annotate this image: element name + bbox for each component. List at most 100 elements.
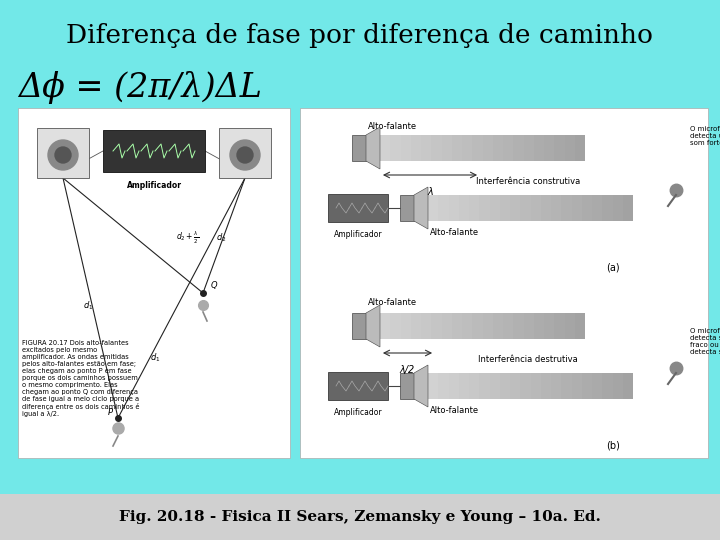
- FancyBboxPatch shape: [441, 313, 451, 339]
- FancyBboxPatch shape: [328, 372, 388, 400]
- FancyBboxPatch shape: [438, 373, 449, 399]
- FancyBboxPatch shape: [544, 135, 554, 161]
- FancyBboxPatch shape: [352, 313, 366, 339]
- Text: Alto-falante: Alto-falante: [368, 122, 417, 131]
- Text: Alto-falante: Alto-falante: [430, 228, 479, 237]
- FancyBboxPatch shape: [541, 195, 551, 221]
- FancyBboxPatch shape: [613, 373, 623, 399]
- FancyBboxPatch shape: [103, 130, 205, 172]
- Text: $d_2+\frac{\lambda}{2}$: $d_2+\frac{\lambda}{2}$: [176, 230, 199, 246]
- FancyBboxPatch shape: [513, 135, 523, 161]
- FancyBboxPatch shape: [492, 313, 503, 339]
- Text: $d_1$: $d_1$: [83, 299, 93, 312]
- FancyBboxPatch shape: [503, 135, 513, 161]
- FancyBboxPatch shape: [469, 195, 480, 221]
- Text: Q: Q: [211, 281, 217, 290]
- FancyBboxPatch shape: [0, 494, 720, 540]
- FancyBboxPatch shape: [575, 135, 585, 161]
- FancyBboxPatch shape: [490, 195, 500, 221]
- FancyBboxPatch shape: [582, 195, 592, 221]
- Text: Interferência destrutiva: Interferência destrutiva: [478, 355, 578, 364]
- FancyBboxPatch shape: [410, 135, 421, 161]
- FancyBboxPatch shape: [472, 313, 482, 339]
- FancyBboxPatch shape: [551, 195, 562, 221]
- Text: Amplificador: Amplificador: [333, 408, 382, 417]
- FancyBboxPatch shape: [592, 195, 602, 221]
- FancyBboxPatch shape: [441, 135, 451, 161]
- FancyBboxPatch shape: [421, 135, 431, 161]
- FancyBboxPatch shape: [523, 313, 534, 339]
- FancyBboxPatch shape: [431, 135, 441, 161]
- FancyBboxPatch shape: [592, 373, 602, 399]
- FancyBboxPatch shape: [480, 195, 490, 221]
- FancyBboxPatch shape: [438, 195, 449, 221]
- Text: $d_2$: $d_2$: [216, 232, 226, 244]
- FancyBboxPatch shape: [572, 195, 582, 221]
- FancyBboxPatch shape: [400, 195, 414, 221]
- FancyBboxPatch shape: [451, 135, 462, 161]
- FancyBboxPatch shape: [544, 313, 554, 339]
- FancyBboxPatch shape: [572, 373, 582, 399]
- FancyBboxPatch shape: [428, 195, 438, 221]
- FancyBboxPatch shape: [459, 373, 469, 399]
- FancyBboxPatch shape: [510, 373, 521, 399]
- FancyBboxPatch shape: [352, 135, 366, 161]
- Circle shape: [48, 140, 78, 170]
- Text: Fig. 20.18 - Fisica II Sears, Zemansky e Young – 10a. Ed.: Fig. 20.18 - Fisica II Sears, Zemansky e…: [119, 510, 601, 524]
- FancyBboxPatch shape: [449, 195, 459, 221]
- FancyBboxPatch shape: [451, 313, 462, 339]
- FancyBboxPatch shape: [623, 195, 633, 221]
- Polygon shape: [366, 305, 380, 347]
- FancyBboxPatch shape: [554, 313, 564, 339]
- FancyBboxPatch shape: [575, 313, 585, 339]
- Text: Interferência construtiva: Interferência construtiva: [476, 178, 580, 186]
- FancyBboxPatch shape: [37, 128, 89, 178]
- FancyBboxPatch shape: [480, 373, 490, 399]
- Circle shape: [230, 140, 260, 170]
- Text: Amplificador: Amplificador: [333, 230, 382, 239]
- Text: (b): (b): [606, 441, 620, 451]
- FancyBboxPatch shape: [510, 195, 521, 221]
- FancyBboxPatch shape: [472, 135, 482, 161]
- FancyBboxPatch shape: [564, 135, 575, 161]
- FancyBboxPatch shape: [534, 313, 544, 339]
- FancyBboxPatch shape: [482, 135, 492, 161]
- Polygon shape: [414, 365, 428, 407]
- FancyBboxPatch shape: [400, 313, 410, 339]
- FancyBboxPatch shape: [459, 195, 469, 221]
- FancyBboxPatch shape: [551, 373, 562, 399]
- Text: Amplificador: Amplificador: [127, 181, 181, 190]
- FancyBboxPatch shape: [623, 373, 633, 399]
- FancyBboxPatch shape: [431, 313, 441, 339]
- FancyBboxPatch shape: [400, 135, 410, 161]
- Circle shape: [237, 147, 253, 163]
- FancyBboxPatch shape: [523, 135, 534, 161]
- Text: O microfone
detecta um
som forte: O microfone detecta um som forte: [690, 126, 720, 146]
- FancyBboxPatch shape: [602, 373, 613, 399]
- FancyBboxPatch shape: [328, 194, 388, 222]
- FancyBboxPatch shape: [602, 195, 613, 221]
- FancyBboxPatch shape: [503, 313, 513, 339]
- Text: λ: λ: [427, 187, 433, 197]
- FancyBboxPatch shape: [300, 108, 708, 458]
- FancyBboxPatch shape: [400, 373, 414, 399]
- FancyBboxPatch shape: [500, 195, 510, 221]
- FancyBboxPatch shape: [490, 373, 500, 399]
- FancyBboxPatch shape: [482, 313, 492, 339]
- FancyBboxPatch shape: [562, 373, 572, 399]
- FancyBboxPatch shape: [513, 313, 523, 339]
- Text: $d_1$: $d_1$: [150, 352, 161, 364]
- FancyBboxPatch shape: [613, 195, 623, 221]
- FancyBboxPatch shape: [492, 135, 503, 161]
- FancyBboxPatch shape: [219, 128, 271, 178]
- FancyBboxPatch shape: [582, 373, 592, 399]
- FancyBboxPatch shape: [462, 135, 472, 161]
- Circle shape: [55, 147, 71, 163]
- FancyBboxPatch shape: [531, 373, 541, 399]
- Text: Alto-falante: Alto-falante: [368, 298, 417, 307]
- Polygon shape: [414, 187, 428, 229]
- Text: Diferença de fase por diferença de caminho: Diferença de fase por diferença de camin…: [66, 23, 654, 48]
- FancyBboxPatch shape: [380, 135, 390, 161]
- Text: FIGURA 20.17 Dois alto-falantes
excitados pelo mesmo
amplificador. As ondas emit: FIGURA 20.17 Dois alto-falantes excitado…: [22, 340, 140, 417]
- FancyBboxPatch shape: [390, 313, 400, 339]
